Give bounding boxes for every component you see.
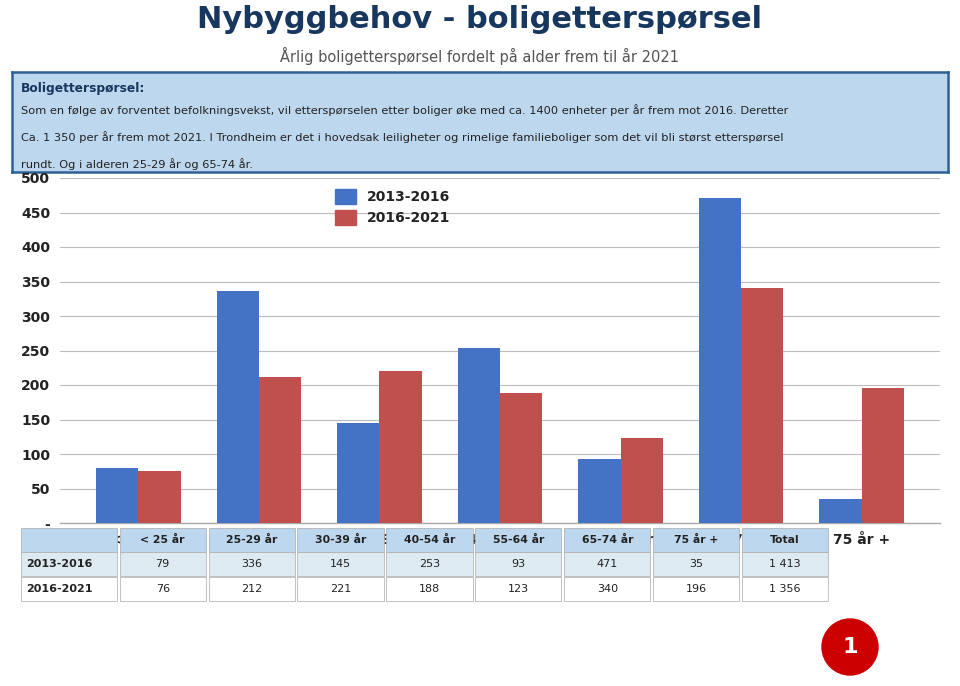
Bar	[500, 393, 542, 523]
Text: Total: Total	[770, 535, 800, 545]
Bar	[386, 577, 472, 601]
Text: 221: 221	[330, 584, 351, 594]
Text: 145: 145	[330, 559, 351, 569]
Text: 123: 123	[508, 584, 529, 594]
Bar	[564, 577, 650, 601]
Text: 340: 340	[597, 584, 618, 594]
Bar	[653, 528, 739, 552]
Text: Ca. 1 350 per år frem mot 2021. I Trondheim er det i hovedsak leiligheter og rim: Ca. 1 350 per år frem mot 2021. I Trondh…	[21, 131, 784, 143]
Bar	[208, 552, 295, 576]
Bar	[564, 528, 650, 552]
Text: Boligetterspørsel:: Boligetterspørsel:	[21, 82, 146, 95]
Bar	[742, 528, 828, 552]
Bar	[742, 577, 828, 601]
Text: < 25 år: < 25 år	[140, 535, 185, 545]
Text: 93: 93	[512, 559, 525, 569]
Bar	[475, 528, 562, 552]
Text: 212: 212	[241, 584, 262, 594]
Text: 253: 253	[419, 559, 440, 569]
Bar	[862, 388, 903, 523]
Text: Som en følge av forventet befolkningsvekst, vil etterspørselen etter boliger øke: Som en følge av forventet befolkningsvek…	[21, 104, 789, 116]
Bar	[458, 348, 500, 523]
Bar	[386, 552, 472, 576]
Bar	[741, 288, 783, 523]
Bar	[298, 552, 384, 576]
Text: 40-54 år: 40-54 år	[404, 535, 455, 545]
Text: 30-39 år: 30-39 år	[315, 535, 366, 545]
Circle shape	[822, 619, 878, 675]
Bar	[298, 577, 384, 601]
Text: Nybyggbehov - boligetterspørsel: Nybyggbehov - boligetterspørsel	[198, 5, 762, 34]
Text: 25-29 år: 25-29 år	[226, 535, 277, 545]
Text: 188: 188	[419, 584, 440, 594]
Bar	[217, 291, 259, 523]
Bar	[96, 469, 138, 523]
Bar	[653, 552, 739, 576]
Bar	[208, 528, 295, 552]
Bar	[379, 370, 421, 523]
Bar	[138, 471, 180, 523]
Text: 2013-2016: 2013-2016	[26, 559, 92, 569]
Bar	[120, 577, 205, 601]
Bar	[820, 499, 862, 523]
Text: 65-74 år: 65-74 år	[582, 535, 633, 545]
Bar	[475, 552, 562, 576]
Text: 2016-2021: 2016-2021	[26, 584, 92, 594]
Text: 336: 336	[241, 559, 262, 569]
Text: 35: 35	[689, 559, 704, 569]
Bar	[475, 577, 562, 601]
Bar	[21, 528, 117, 552]
Bar	[620, 438, 662, 523]
Text: Årlig boligetterspørsel fordelt på alder frem til år 2021: Årlig boligetterspørsel fordelt på alder…	[280, 47, 680, 64]
Bar	[21, 552, 117, 576]
Bar	[564, 552, 650, 576]
Bar	[259, 377, 301, 523]
Bar	[21, 577, 117, 601]
Text: 79: 79	[156, 559, 170, 569]
Bar	[578, 459, 620, 523]
Text: 76: 76	[156, 584, 170, 594]
Text: 1 356: 1 356	[769, 584, 801, 594]
Bar	[386, 528, 472, 552]
Text: 1: 1	[842, 637, 857, 657]
Text: 75 år +: 75 år +	[674, 535, 718, 545]
Bar	[337, 423, 379, 523]
Text: 196: 196	[685, 584, 707, 594]
Text: EiendomsMegler: EiendomsMegler	[624, 637, 820, 657]
Text: rundt. Og i alderen 25-29 år og 65-74 år.: rundt. Og i alderen 25-29 år og 65-74 år…	[21, 158, 253, 170]
Bar	[120, 552, 205, 576]
Bar	[699, 198, 741, 523]
Legend: 2013-2016, 2016-2021: 2013-2016, 2016-2021	[331, 185, 455, 229]
Text: 471: 471	[597, 559, 618, 569]
Text: 1 413: 1 413	[769, 559, 801, 569]
Bar	[742, 552, 828, 576]
Bar	[298, 528, 384, 552]
Text: 55-64 år: 55-64 år	[492, 535, 544, 545]
Bar	[653, 577, 739, 601]
Bar	[208, 577, 295, 601]
Bar	[120, 528, 205, 552]
